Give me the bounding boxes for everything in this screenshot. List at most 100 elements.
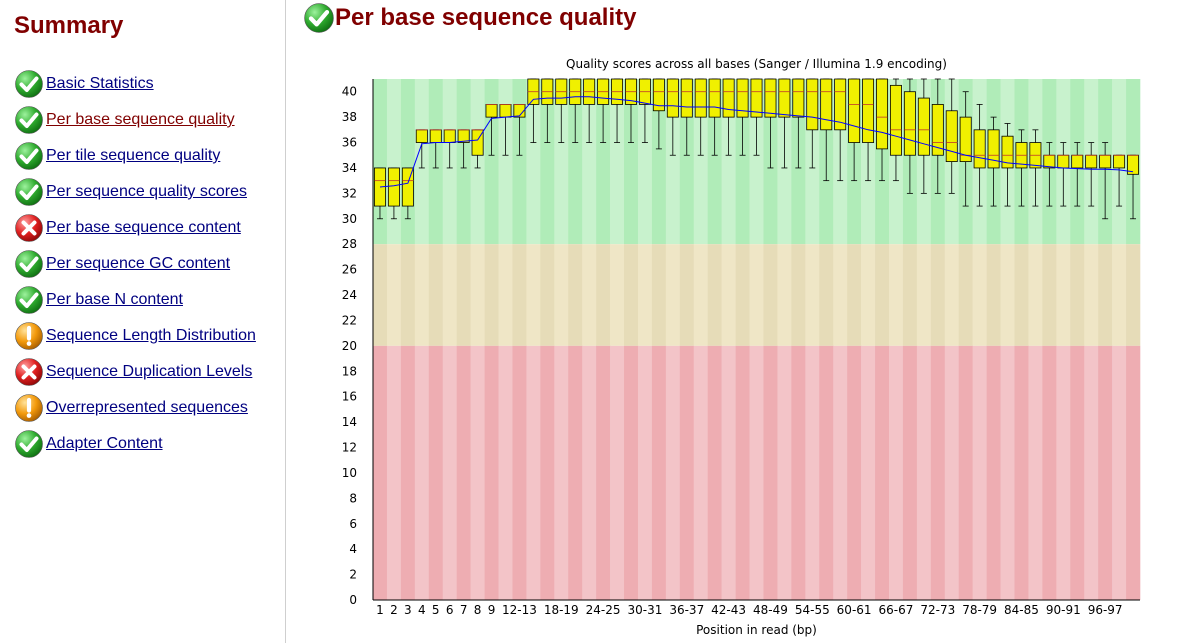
zone-medium-stripe xyxy=(651,244,667,346)
zone-medium-stripe xyxy=(610,244,625,346)
quartile-box xyxy=(485,104,498,118)
module-link[interactable]: Per base sequence quality xyxy=(46,111,235,128)
zone-good-stripe xyxy=(512,79,527,245)
x-tick-label: 78-79 xyxy=(962,603,997,617)
x-tick-label: 2 xyxy=(390,603,398,617)
cross-icon xyxy=(14,357,44,387)
zone-bad-stripe xyxy=(1042,345,1057,600)
quartile-box xyxy=(889,84,902,156)
zone-good-stripe xyxy=(484,79,499,245)
zone-bad-stripe xyxy=(414,345,430,600)
x-tick-label: 42-43 xyxy=(711,603,746,617)
module-link[interactable]: Sequence Length Distribution xyxy=(46,327,256,344)
zone-medium-stripe xyxy=(1000,244,1015,346)
zone-good-stripe xyxy=(665,79,681,245)
module-link[interactable]: Adapter Content xyxy=(46,435,163,452)
quartile-box xyxy=(917,97,930,156)
module-link[interactable]: Per base N content xyxy=(46,291,183,308)
zone-good-stripe xyxy=(707,79,722,245)
zone-bad-stripe xyxy=(484,345,499,600)
zone-bad-stripe xyxy=(749,345,764,600)
zone-good-stripe xyxy=(540,79,555,245)
zone-good-stripe xyxy=(386,79,402,245)
zone-medium-stripe xyxy=(1028,244,1043,346)
zone-medium-stripe xyxy=(1056,244,1071,346)
quartile-box xyxy=(694,78,707,118)
zone-medium-stripe xyxy=(512,244,527,346)
zone-bad-stripe xyxy=(861,345,876,600)
quartile-box xyxy=(945,110,958,162)
quartile-box xyxy=(499,104,512,118)
zone-medium-stripe xyxy=(637,244,653,346)
module-link[interactable]: Per sequence quality scores xyxy=(46,183,247,200)
x-tick-label: 90-91 xyxy=(1046,603,1081,617)
zone-bad-stripe xyxy=(1126,345,1141,600)
zone-medium-stripe xyxy=(554,244,569,346)
zone-bad-stripe xyxy=(624,345,639,600)
zone-medium-stripe xyxy=(749,244,764,346)
zone-bad-stripe xyxy=(568,345,583,600)
module-item: Basic Statistics xyxy=(14,66,256,102)
quartile-box xyxy=(750,78,763,118)
zone-medium-stripe xyxy=(777,244,792,346)
zone-bad-stripe xyxy=(637,345,653,600)
module-link[interactable]: Per base sequence content xyxy=(46,219,241,236)
quartile-box xyxy=(652,78,665,112)
quartile-box xyxy=(987,129,1000,169)
x-tick-label: 5 xyxy=(432,603,440,617)
x-tick-label: 7 xyxy=(460,603,468,617)
check-icon xyxy=(303,2,335,34)
quartile-box xyxy=(876,78,888,150)
zone-bad-stripe xyxy=(763,345,778,600)
x-tick-label: 54-55 xyxy=(795,603,830,617)
zone-medium-stripe xyxy=(400,244,416,346)
zone-medium-stripe xyxy=(428,244,444,346)
x-tick-label: 84-85 xyxy=(1004,603,1039,617)
quartile-box xyxy=(862,78,875,143)
x-tick-label: 8 xyxy=(474,603,482,617)
zone-good-stripe xyxy=(526,79,541,245)
x-tick-label: 72-73 xyxy=(920,603,955,617)
y-tick-label: 0 xyxy=(349,593,357,607)
module-link[interactable]: Per tile sequence quality xyxy=(46,147,221,164)
mean-line xyxy=(379,96,1134,188)
zone-bad-stripe xyxy=(512,345,527,600)
quartile-box xyxy=(666,78,679,118)
zone-bad-stripe xyxy=(498,345,513,600)
y-tick-label: 18 xyxy=(342,364,357,378)
quartile-box xyxy=(959,116,972,162)
zone-medium-stripe xyxy=(847,244,862,346)
zone-good-stripe xyxy=(610,79,625,245)
zone-bad-stripe xyxy=(386,345,402,600)
zone-medium-stripe xyxy=(1070,244,1085,346)
zone-bad-stripe xyxy=(596,345,611,600)
zone-medium-stripe xyxy=(1126,244,1141,346)
zone-medium-stripe xyxy=(624,244,639,346)
module-link[interactable]: Sequence Duplication Levels xyxy=(46,363,253,380)
zone-medium-stripe xyxy=(540,244,555,346)
module-link[interactable]: Per sequence GC content xyxy=(46,255,231,272)
zone-medium-stripe xyxy=(986,244,1001,346)
y-tick-label: 40 xyxy=(342,85,357,99)
zone-medium-stripe xyxy=(456,244,471,346)
zone-medium-stripe xyxy=(484,244,499,346)
zone-medium-stripe xyxy=(1042,244,1057,346)
zone-good-stripe xyxy=(498,79,513,245)
quartile-box xyxy=(931,104,944,156)
y-tick-label: 20 xyxy=(342,339,357,353)
zone-bad-stripe xyxy=(1084,345,1099,600)
zone-bad-stripe xyxy=(651,345,667,600)
zone-medium-stripe xyxy=(861,244,876,346)
y-tick-label: 38 xyxy=(342,110,357,124)
zone-bad-stripe xyxy=(916,345,932,600)
check-icon xyxy=(14,249,44,279)
zone-bad-stripe xyxy=(972,345,987,600)
module-link[interactable]: Overrepresented sequences xyxy=(46,399,248,416)
zone-bad-stripe xyxy=(847,345,862,600)
check-icon xyxy=(14,105,44,135)
x-tick-label: 24-25 xyxy=(586,603,621,617)
y-tick-label: 26 xyxy=(342,263,357,277)
module-link[interactable]: Basic Statistics xyxy=(46,75,154,92)
cross-icon xyxy=(14,213,44,243)
x-tick-label: 96-97 xyxy=(1088,603,1123,617)
